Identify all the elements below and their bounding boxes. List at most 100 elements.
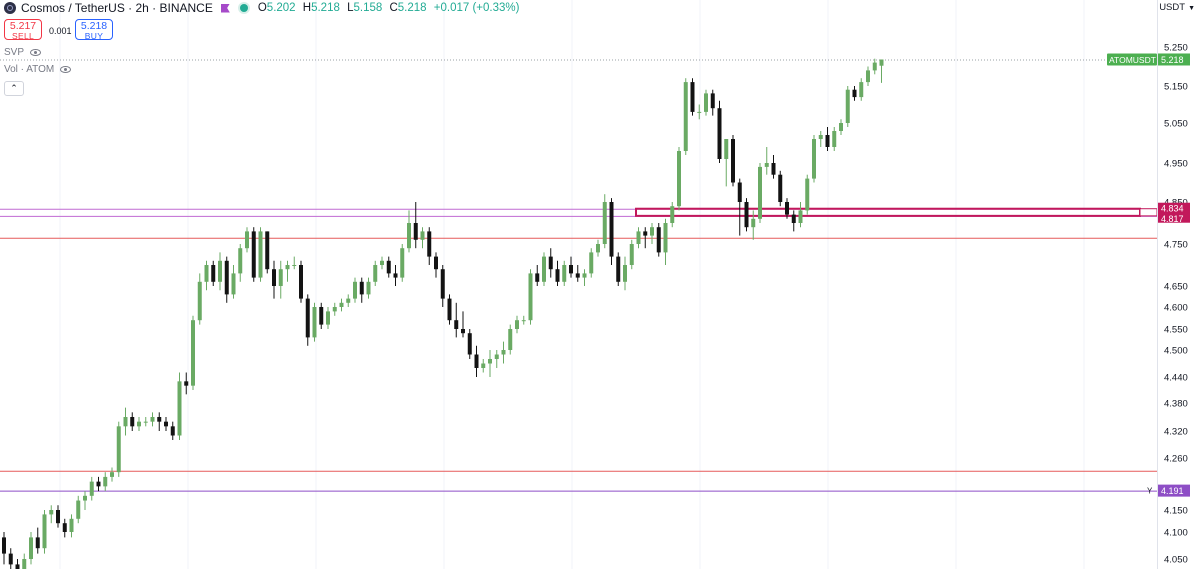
candle-body xyxy=(474,354,479,368)
y-tick-label: 4.380 xyxy=(1164,399,1188,410)
candle xyxy=(872,58,877,75)
candle xyxy=(157,412,162,431)
candle xyxy=(143,417,148,427)
high-value: 5.218 xyxy=(311,2,340,14)
eye-icon[interactable] xyxy=(30,49,42,56)
indicator-svp[interactable]: SVP xyxy=(4,47,42,58)
currency-selector[interactable]: USDT ▼ xyxy=(1159,2,1195,13)
symbol-title[interactable]: Cosmos / TetherUS · 2h · BINANCE xyxy=(21,1,213,15)
candle-body xyxy=(285,265,290,270)
candle xyxy=(35,527,40,554)
candle-body xyxy=(272,269,276,286)
close-label: C xyxy=(389,2,398,14)
candle-body xyxy=(258,231,263,278)
y-tick-label: 4.440 xyxy=(1164,373,1188,384)
symbol-tag-label: ATOMUSDT xyxy=(1109,55,1156,65)
candle-body xyxy=(535,273,540,282)
candle xyxy=(76,495,81,524)
candle xyxy=(474,345,479,377)
candle-body xyxy=(123,417,128,427)
candle xyxy=(69,514,74,538)
candle-body xyxy=(481,363,486,368)
candle-body xyxy=(704,93,708,112)
candle xyxy=(346,294,351,307)
candle-body xyxy=(265,231,270,270)
candle xyxy=(481,359,486,373)
candle xyxy=(616,252,621,286)
candle-body xyxy=(629,244,634,265)
candle xyxy=(96,476,101,492)
spread-value: 0.001 xyxy=(49,26,72,36)
candle xyxy=(137,417,141,431)
candle xyxy=(386,256,391,278)
candle xyxy=(582,269,587,286)
candle xyxy=(332,302,337,316)
candle xyxy=(130,412,135,431)
candle xyxy=(724,139,729,187)
candle-body xyxy=(373,265,378,282)
candle-body xyxy=(521,320,526,322)
indicator-volume[interactable]: Vol · ATOM xyxy=(4,64,72,75)
candle xyxy=(596,239,600,257)
candle-body xyxy=(791,214,796,223)
candle-body xyxy=(56,510,60,524)
candles xyxy=(2,58,884,569)
candle xyxy=(400,244,405,282)
eye-icon[interactable] xyxy=(60,66,72,73)
candle-body xyxy=(690,82,695,112)
buy-button[interactable]: 5.218 BUY xyxy=(75,19,113,41)
y-tick-label: 5.150 xyxy=(1164,82,1188,93)
candle xyxy=(663,218,668,265)
candle xyxy=(656,223,661,257)
sell-price: 5.217 xyxy=(9,20,37,32)
candle xyxy=(677,147,681,211)
candle-body xyxy=(778,174,783,202)
candle-body xyxy=(434,256,438,270)
candle-body xyxy=(319,307,324,325)
low-label: L xyxy=(347,2,354,14)
candle xyxy=(629,239,634,270)
candle-body xyxy=(832,131,837,147)
candle-body xyxy=(211,265,216,282)
candle-body xyxy=(697,111,702,113)
candle xyxy=(602,194,607,249)
candle xyxy=(8,548,13,569)
candle-body xyxy=(164,421,168,427)
candle-body xyxy=(812,139,816,179)
candle-body xyxy=(872,62,877,71)
candle xyxy=(434,252,438,278)
candle xyxy=(191,315,195,390)
sell-button[interactable]: 5.217 SELL xyxy=(4,19,42,41)
flag-icon[interactable] xyxy=(220,3,230,13)
candle-body xyxy=(467,333,472,355)
candle xyxy=(238,244,243,282)
zone-box xyxy=(635,207,1141,217)
candle xyxy=(508,324,513,355)
candle-body xyxy=(609,202,614,257)
candle xyxy=(879,59,884,83)
candle-body xyxy=(251,231,256,278)
candle xyxy=(197,273,202,325)
candle xyxy=(312,302,317,342)
candle xyxy=(380,256,384,270)
candle xyxy=(339,298,344,312)
candle-body xyxy=(278,269,283,286)
candle-body xyxy=(461,329,465,334)
candle xyxy=(2,532,6,565)
candle xyxy=(764,147,769,175)
candle-body xyxy=(562,265,567,282)
candle-body xyxy=(650,227,654,236)
indicator-volume-label: Vol · ATOM xyxy=(4,64,55,75)
candle-body xyxy=(582,273,587,278)
candle-body xyxy=(49,510,54,515)
candle xyxy=(575,265,580,282)
candle-body xyxy=(42,514,47,549)
candle-body xyxy=(771,163,776,175)
candle-body xyxy=(454,320,459,329)
candle xyxy=(859,78,864,101)
indicator-svp-label: SVP xyxy=(4,47,25,58)
candle-body xyxy=(184,381,189,386)
candle xyxy=(29,532,33,565)
collapse-indicators-button[interactable]: ⌃ xyxy=(4,81,24,96)
price-axis[interactable]: 5.2505.1505.0504.9504.8504.7504.6504.600… xyxy=(1107,0,1190,569)
